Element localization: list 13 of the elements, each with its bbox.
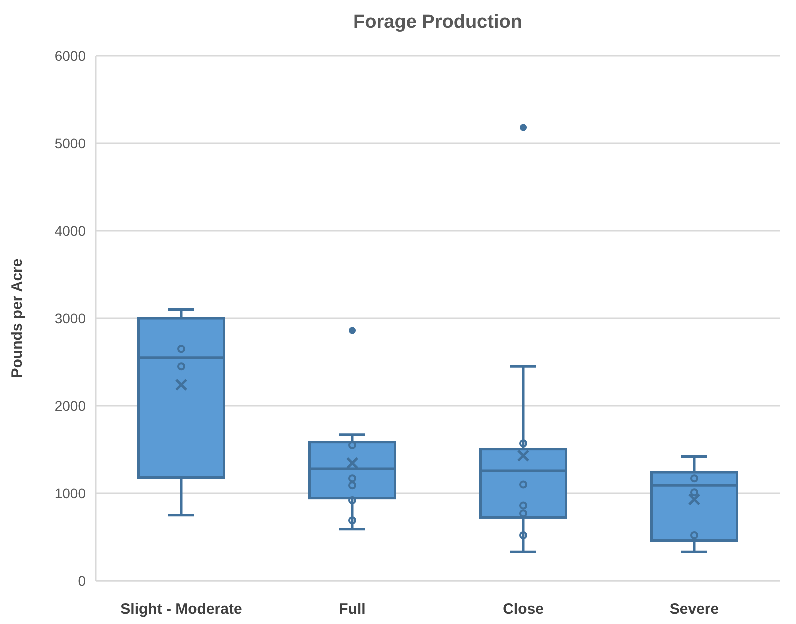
y-tick-label: 4000	[54, 222, 86, 239]
x-tick-label: Close	[503, 601, 544, 618]
x-tick-label: Slight - Moderate	[120, 601, 242, 618]
x-tick-label: Severe	[670, 601, 720, 618]
y-tick-label: 2000	[54, 398, 86, 414]
chart-title: Forage Production	[354, 12, 522, 33]
y-tick-label: 1000	[54, 485, 86, 502]
y-tick-label: 3000	[54, 310, 86, 326]
y-tick-label: 6000	[54, 48, 86, 64]
x-tick-label: Full	[339, 601, 366, 618]
y-tick-label: 0	[78, 572, 86, 589]
y-axis-title: Pounds per Acre	[9, 258, 26, 378]
y-tick-label: 5000	[54, 135, 86, 152]
